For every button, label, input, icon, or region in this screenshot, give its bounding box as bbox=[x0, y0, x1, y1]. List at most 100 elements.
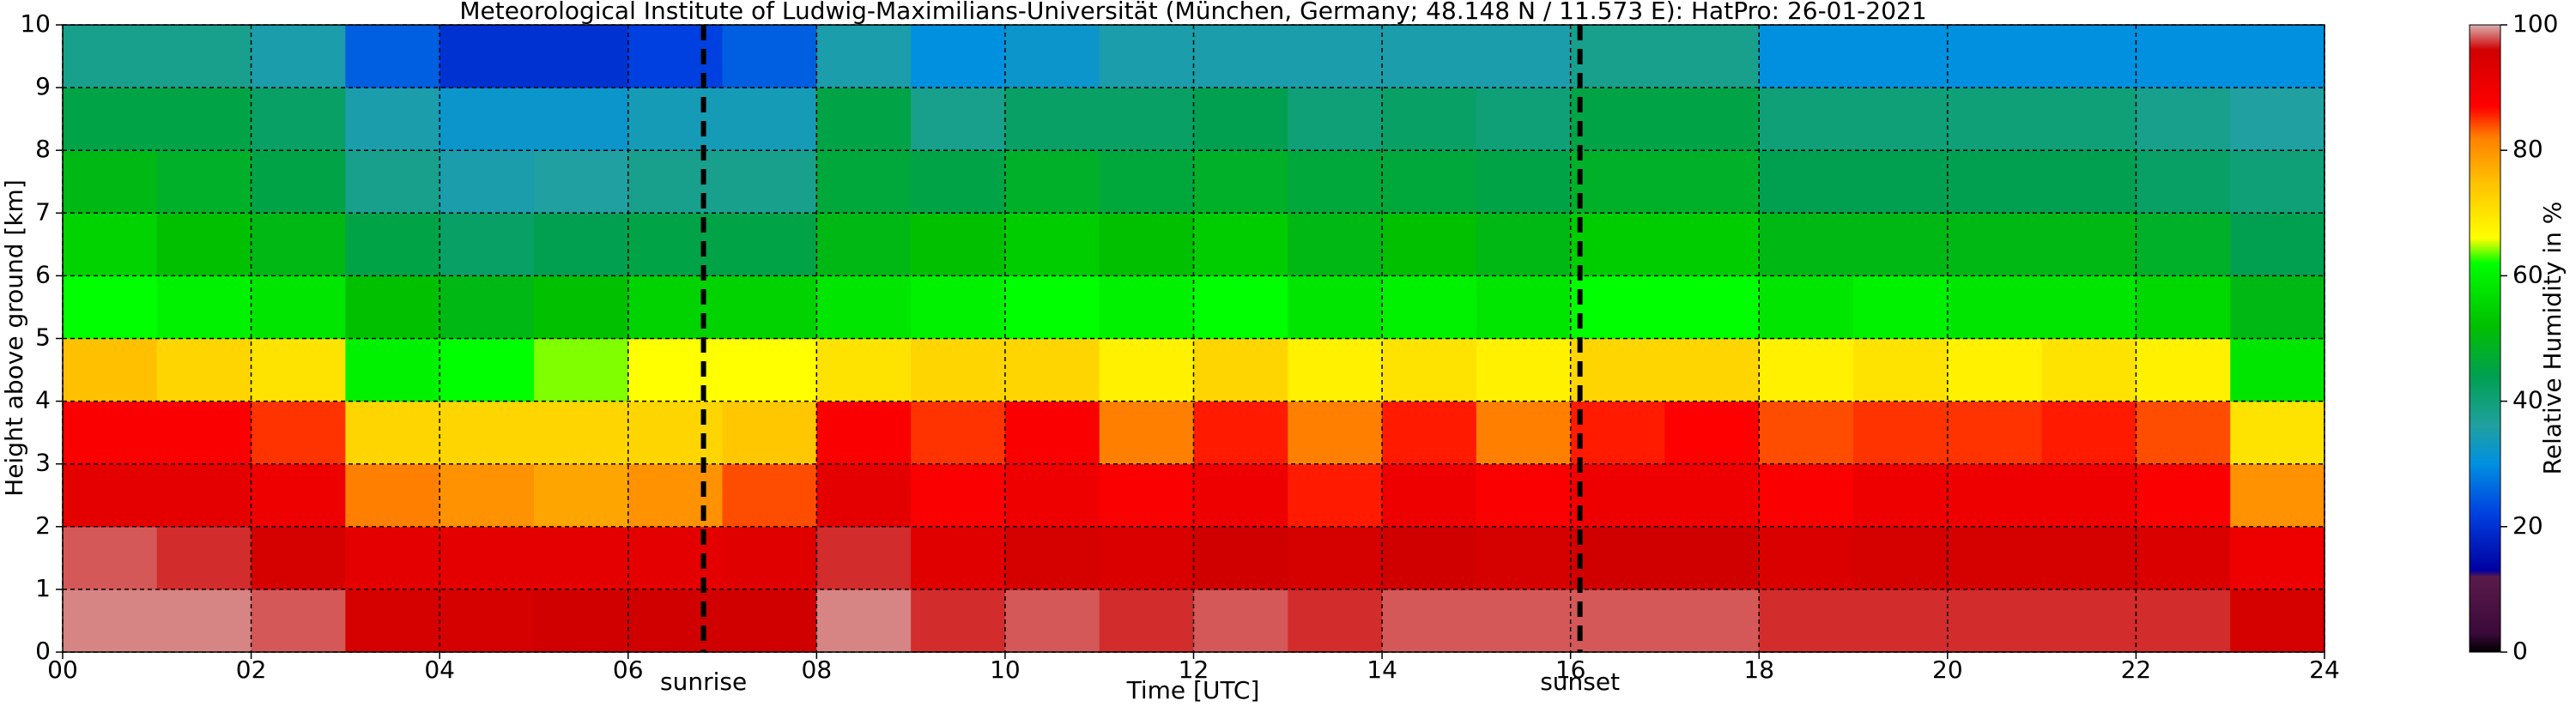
y-tick-label: 8 bbox=[35, 135, 51, 163]
heatmap-cell bbox=[1099, 88, 1194, 151]
heatmap-cell bbox=[1099, 338, 1194, 402]
heatmap-cell bbox=[1947, 25, 2043, 88]
heatmap-cell bbox=[627, 401, 724, 465]
heatmap-cell bbox=[2230, 25, 2325, 88]
heatmap-cell bbox=[1947, 589, 2043, 653]
heatmap-cell bbox=[533, 338, 629, 402]
heatmap-cell bbox=[1570, 526, 1665, 590]
x-axis-label: Time [UTC] bbox=[1126, 676, 1260, 704]
heatmap-cell bbox=[1476, 401, 1572, 465]
heatmap-cell bbox=[63, 463, 158, 528]
heatmap-cell bbox=[1099, 463, 1194, 528]
heatmap-cell bbox=[816, 526, 912, 590]
heatmap-cell bbox=[156, 589, 252, 653]
heatmap-cell bbox=[1947, 401, 2043, 465]
heatmap-cell bbox=[1004, 463, 1100, 528]
heatmap-cell bbox=[1004, 150, 1100, 214]
heatmap-cell bbox=[439, 88, 535, 151]
heatmap-cell bbox=[251, 338, 346, 402]
heatmap-cell bbox=[2136, 401, 2231, 465]
heatmap-cell bbox=[345, 401, 440, 465]
heatmap-cell bbox=[911, 401, 1006, 465]
heatmap-cell bbox=[1759, 589, 1854, 653]
heatmap-cell bbox=[1193, 589, 1288, 653]
heatmap-cell bbox=[722, 25, 817, 88]
heatmap-cell bbox=[627, 589, 724, 653]
heatmap-cell bbox=[2136, 25, 2231, 88]
y-tick-label: 9 bbox=[35, 72, 51, 100]
heatmap-cell bbox=[156, 526, 252, 590]
colorbar-tick-label: 40 bbox=[2512, 386, 2543, 414]
y-tick-label: 0 bbox=[35, 637, 51, 665]
heatmap-cell bbox=[63, 526, 158, 590]
y-tick-label: 4 bbox=[35, 386, 51, 414]
heatmap-cell bbox=[1664, 526, 1760, 590]
heatmap-cell bbox=[722, 338, 817, 402]
heatmap-cell bbox=[627, 25, 724, 88]
heatmap-cell bbox=[911, 88, 1006, 151]
heatmap-cell bbox=[816, 338, 912, 402]
colorbar-tick-label: 60 bbox=[2512, 260, 2543, 288]
heatmap-cell bbox=[1193, 338, 1288, 402]
heatmap-cell bbox=[1759, 401, 1854, 465]
heatmap-cell bbox=[2041, 526, 2137, 590]
heatmap-cell bbox=[63, 25, 158, 88]
heatmap-cell bbox=[911, 589, 1006, 653]
heatmap-cell bbox=[1382, 25, 1477, 88]
heatmap-cell bbox=[2041, 275, 2137, 339]
heatmap-cell bbox=[1664, 338, 1760, 402]
x-tick-label: 10 bbox=[990, 656, 1021, 684]
heatmap-cell bbox=[2230, 589, 2325, 653]
heatmap-cell bbox=[1476, 463, 1572, 528]
heatmap-cell bbox=[345, 589, 440, 653]
heatmap-cell bbox=[1099, 213, 1194, 276]
heatmap-cell bbox=[816, 213, 912, 276]
heatmap-cell bbox=[345, 88, 440, 151]
heatmap-cell bbox=[627, 338, 724, 402]
heatmap-cell bbox=[439, 526, 535, 590]
heatmap-cell bbox=[1193, 526, 1288, 590]
heatmap-cell bbox=[816, 463, 912, 528]
colorbar bbox=[2469, 24, 2501, 653]
heatmap-cell bbox=[1853, 25, 1949, 88]
heatmap-cell bbox=[1853, 589, 1949, 653]
heatmap-cell bbox=[1004, 338, 1100, 402]
heatmap-cell bbox=[2136, 463, 2231, 528]
heatmap-cell bbox=[1004, 589, 1100, 653]
heatmap-cell bbox=[1947, 213, 2043, 276]
heatmap-cell bbox=[1099, 150, 1194, 214]
heatmap-cell bbox=[2041, 150, 2137, 214]
x-tick-label: 24 bbox=[2309, 656, 2340, 684]
heatmap-cell bbox=[1193, 213, 1288, 276]
heatmap-cell bbox=[627, 213, 724, 276]
colorbar-tick-label: 20 bbox=[2512, 511, 2543, 540]
heatmap-cell bbox=[627, 150, 724, 214]
x-tick-label: 20 bbox=[1932, 656, 1963, 684]
heatmap-cell bbox=[63, 589, 158, 653]
colorbar-tick-label: 80 bbox=[2512, 135, 2543, 163]
heatmap-cell bbox=[1759, 88, 1854, 151]
heatmap-cell bbox=[439, 275, 535, 339]
heatmap-cell bbox=[1382, 338, 1477, 402]
plot-frame bbox=[62, 24, 2325, 653]
heatmap-cell bbox=[1099, 589, 1194, 653]
heatmap-cell bbox=[1947, 526, 2043, 590]
x-tick-label: 14 bbox=[1367, 656, 1397, 684]
heatmap-cell bbox=[1193, 463, 1288, 528]
heatmap-cell bbox=[2136, 213, 2231, 276]
heatmap-cell bbox=[1853, 150, 1949, 214]
heatmap-cell bbox=[2041, 338, 2137, 402]
x-tick-label: 22 bbox=[2121, 656, 2152, 684]
heatmap-cell bbox=[816, 401, 912, 465]
heatmap-cell bbox=[1004, 401, 1100, 465]
heatmap-cell bbox=[345, 338, 440, 402]
heatmap-cell bbox=[627, 526, 724, 590]
heatmap-cell bbox=[1193, 25, 1288, 88]
heatmap-cell bbox=[1664, 463, 1760, 528]
heatmap-cell bbox=[722, 589, 817, 653]
heatmap-cell bbox=[2136, 88, 2231, 151]
heatmap-cell bbox=[63, 150, 158, 214]
heatmap-cell bbox=[2041, 88, 2137, 151]
heatmap-cell bbox=[627, 88, 724, 151]
heatmap-cell bbox=[1570, 401, 1665, 465]
